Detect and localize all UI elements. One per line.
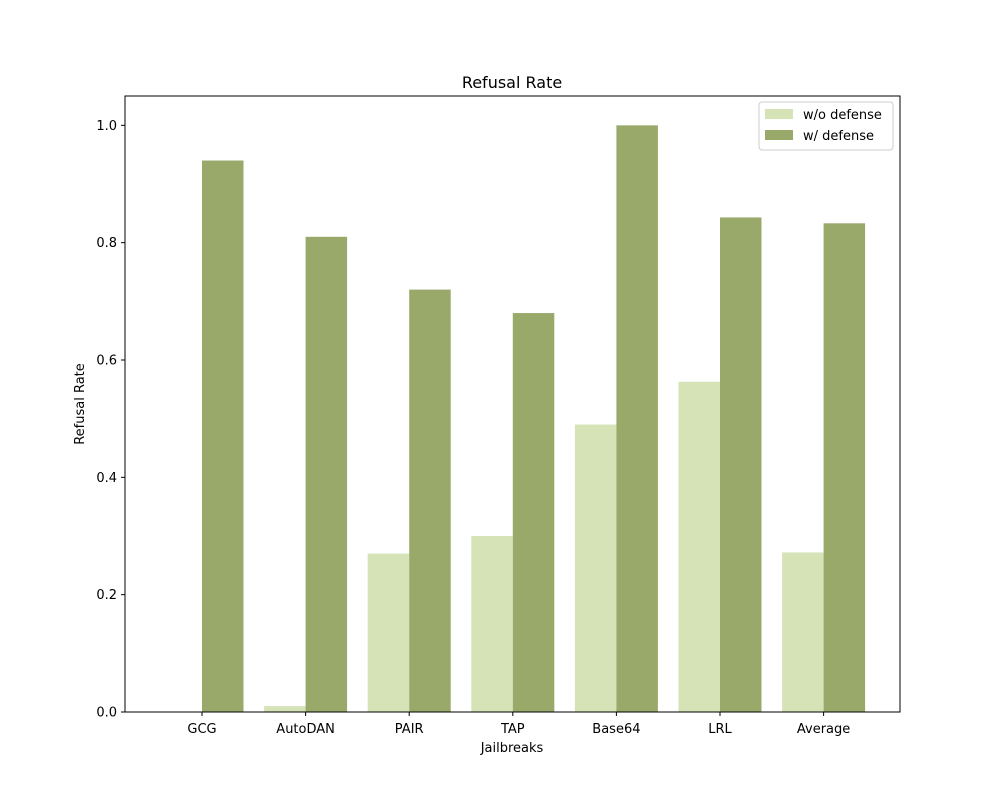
bar-without-defense-average (782, 552, 824, 712)
axes-layer: GCG AutoDAN PAIR TAP Base64 LRL Average 0.0 0.2 0… (96, 95, 901, 737)
bar-without-defense-lrl (678, 381, 720, 712)
x-axis-label: Jailbreaks (480, 741, 544, 756)
bar-with-defense-base64 (616, 125, 658, 713)
x-tick-label: PAIR (395, 722, 424, 737)
y-tick-label: 1.0 (96, 119, 117, 134)
bar-without-defense-pair (367, 553, 410, 712)
x-tick-label: Base64 (592, 722, 640, 737)
bar-without-defense-autodan (264, 706, 306, 712)
bar-with-defense-average (823, 223, 866, 712)
bars-layer (202, 125, 866, 713)
x-tick-label: LRL (708, 722, 732, 737)
legend-label: w/o defense (803, 108, 882, 123)
y-tick-label: 0.8 (96, 236, 117, 251)
legend-label: w/ defense (803, 129, 874, 144)
legend-swatch (765, 109, 793, 119)
bar-with-defense-gcg (202, 160, 244, 713)
y-axis-label: Refusal Rate (73, 363, 88, 445)
bar-without-defense-base64 (574, 424, 617, 712)
bar-with-defense-pair (409, 289, 451, 712)
bar-with-defense-lrl (720, 217, 762, 712)
bar-with-defense-autodan (305, 236, 348, 713)
y-tick-label: 0.0 (96, 706, 117, 721)
y-tick-label: 0.2 (96, 588, 117, 603)
bar-with-defense-tap (512, 313, 555, 712)
bar-without-defense-tap (471, 536, 513, 712)
y-tick-label: 0.6 (96, 354, 117, 369)
legend: w/o defense w/ defense (758, 101, 894, 151)
x-tick-label: TAP (500, 722, 525, 737)
chart-title: Refusal Rate (462, 73, 562, 92)
legend-swatch (765, 130, 793, 140)
x-tick-label: GCG (187, 722, 216, 737)
x-tick-label: AutoDAN (276, 722, 335, 737)
y-tick-label: 0.4 (96, 471, 117, 486)
x-tick-label: Average (797, 722, 850, 737)
